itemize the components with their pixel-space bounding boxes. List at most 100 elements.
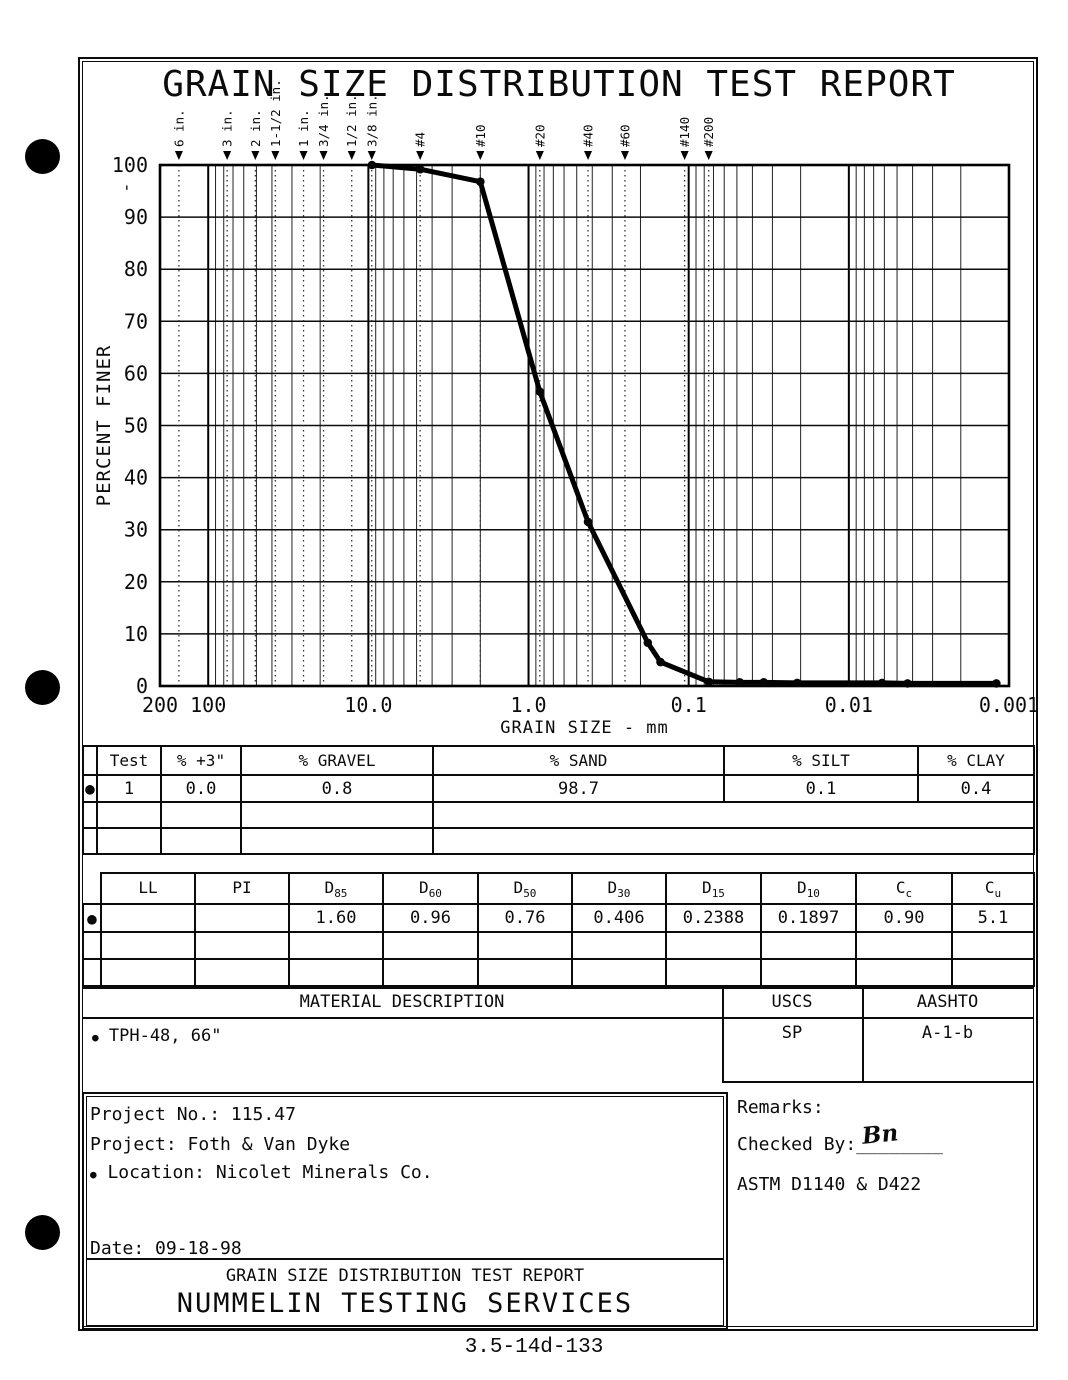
- company-name: NUMMELIN TESTING SERVICES: [176, 1288, 634, 1319]
- d50-value: 0.76: [477, 903, 573, 933]
- col-header-d10: D10: [760, 872, 857, 905]
- grain-size-chart: 6 in. 3 in. 2 in. 1-1/2 in. 1 in. 3/4 in. 1/2 …: [93, 79, 1039, 738]
- sieve-tick-marker: [271, 151, 280, 160]
- data-point: [656, 657, 665, 667]
- parameters-data-row: ● 1.60 0.96 0.76 0.406 0.2388 0.1897 0.9…: [82, 903, 1035, 933]
- y-tick-label: 100: [112, 153, 148, 177]
- sieve-label: #60: [617, 124, 632, 147]
- sieve-tick-marker: [584, 151, 593, 160]
- y-tick-label: 90: [124, 205, 148, 229]
- pct-plus3: 0.0: [160, 774, 242, 803]
- sieve-tick-marker: [251, 151, 260, 160]
- col-header-d15: D15: [665, 872, 762, 905]
- sieve-label: #10: [473, 124, 488, 147]
- data-point: [704, 677, 713, 687]
- percent-gridlines: [160, 216, 1009, 635]
- y-tick-label: 60: [124, 361, 148, 385]
- y-tick-label: 70: [124, 309, 148, 333]
- x-axis: 200 100 10.0 1.0 0.1 0.01 0.001 GRAIN SIZE - mm: [142, 693, 1039, 738]
- uscs-divider: [722, 987, 724, 1083]
- y-tick-label: 20: [124, 570, 148, 594]
- d30-value: 0.406: [571, 903, 667, 933]
- sieve-label: 1 in.: [296, 109, 311, 147]
- material-header-underline: [82, 1017, 1033, 1019]
- sieve-label: 3/8 in.: [364, 94, 379, 147]
- row-bullet: ●: [90, 1168, 97, 1181]
- sieve-label: 1-1/2 in.: [268, 79, 283, 147]
- checked-by-signature: Bn: [860, 1119, 900, 1150]
- x-tick-label: 100: [190, 693, 226, 717]
- row-marker-cell: [83, 873, 102, 905]
- fractions-header-row: Test % +3" % GRAVEL % SAND % SILT % CLAY: [82, 745, 1035, 776]
- sieve-label: 3 in.: [220, 109, 235, 147]
- report-title-footer: GRAIN SIZE DISTRIBUTION TEST REPORT: [225, 1266, 585, 1286]
- page-title: GRAIN SIZE DISTRIBUTION TEST REPORT: [162, 64, 956, 105]
- uscs-header: USCS: [771, 992, 813, 1012]
- data-point: [367, 160, 377, 170]
- ll-value: [100, 903, 196, 933]
- astm-line: ASTM D1140 & D422: [737, 1174, 922, 1195]
- y-tick-label: 40: [124, 466, 148, 490]
- project-line: Project: Foth & Van Dyke: [90, 1134, 351, 1155]
- x-axis-title: GRAIN SIZE - mm: [500, 718, 669, 738]
- col-header-plus3: % +3": [160, 745, 242, 776]
- row-bullet: ●: [82, 903, 102, 933]
- binder-hole: [25, 1215, 60, 1250]
- parameters-header-row: LL PI D85 D60 D50 D30 D15 D10 Cc Cu: [83, 872, 1035, 905]
- empty-row: [82, 958, 1035, 987]
- checked-by-blank: ________ Bn: [856, 1119, 943, 1155]
- d85-value: 1.60: [288, 903, 384, 933]
- sieve-gridlines: [178, 165, 710, 686]
- aashto-value: A-1-b: [921, 1023, 974, 1043]
- sieve-label: #40: [581, 124, 596, 147]
- x-tick-label: 0.001: [979, 693, 1039, 717]
- col-header-ll: LL: [100, 872, 196, 905]
- sieve-tick-marker: [535, 151, 544, 160]
- d15-value: 0.2388: [665, 903, 762, 933]
- material-description-header: MATERIAL DESCRIPTION: [299, 992, 505, 1012]
- sieve-tick-marker: [299, 151, 308, 160]
- x-tick-label: 10.0: [344, 693, 392, 717]
- material-block-top-line: [82, 987, 1033, 989]
- x-tick-label: 0.01: [825, 693, 873, 717]
- distribution-curve: [369, 162, 999, 686]
- sieve-label: 6 in.: [171, 109, 186, 147]
- uscs-value: SP: [781, 1023, 803, 1043]
- page-border: [78, 57, 1038, 1331]
- x-tick-label: 0.1: [671, 693, 707, 717]
- aashto-header: AASHTO: [916, 992, 979, 1012]
- col-header-d60: D60: [382, 872, 479, 905]
- project-info-box: [82, 1092, 728, 1330]
- project-box-divider: [86, 1258, 724, 1260]
- col-header-d30: D30: [571, 872, 667, 905]
- data-point: [415, 164, 425, 174]
- sieve-tick-marker: [416, 151, 425, 160]
- y-tick-label: 0: [136, 674, 148, 698]
- data-point: [583, 517, 593, 527]
- col-header-pi: PI: [194, 872, 290, 905]
- empty-row: [82, 931, 1035, 960]
- data-point: [877, 678, 887, 688]
- sieve-tick-marker: [223, 151, 232, 160]
- col-header-silt: % SILT: [723, 745, 919, 776]
- pct-silt: 0.1: [723, 774, 919, 803]
- col-header-d50: D50: [477, 872, 573, 905]
- data-point: [792, 678, 802, 688]
- distribution-curve-group: [367, 160, 1001, 688]
- sieve-tick-marker: [319, 151, 328, 160]
- sieve-tick-marker: [367, 151, 376, 160]
- location-line: ● Location: Nicolet Minerals Co.: [90, 1162, 433, 1183]
- test-number: 1: [96, 774, 162, 803]
- d60-value: 0.96: [382, 903, 479, 933]
- sieve-tick-marker: [704, 151, 713, 160]
- pct-gravel: 0.8: [240, 774, 434, 803]
- material-block-bottom-line: [722, 1081, 1033, 1083]
- row-bullet: ●: [92, 1031, 99, 1044]
- data-point: [643, 638, 653, 648]
- col-header-gravel: % GRAVEL: [240, 745, 434, 776]
- row-marker-cell: [82, 745, 98, 776]
- data-point: [476, 177, 485, 186]
- aashto-divider: [862, 987, 864, 1083]
- data-point: [903, 679, 912, 688]
- sieve-label: #200: [701, 117, 716, 147]
